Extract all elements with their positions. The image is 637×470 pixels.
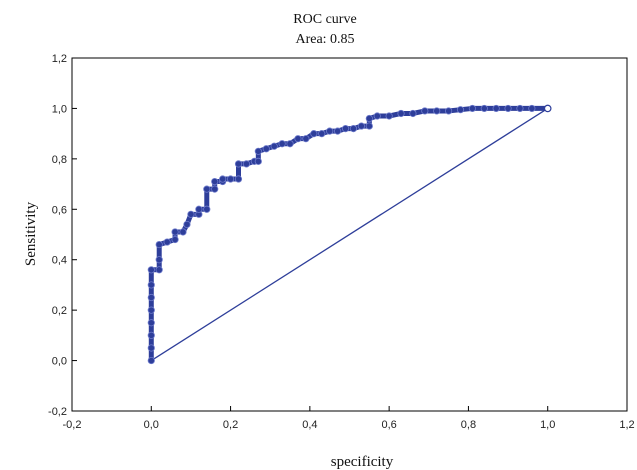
roc-data-point [148, 332, 154, 338]
roc-data-point [287, 141, 293, 147]
roc-data-point [148, 357, 154, 363]
roc-data-point [148, 282, 154, 288]
roc-data-point [148, 294, 154, 300]
roc-data-point [434, 108, 440, 114]
y-tick-label: 1,2 [52, 53, 67, 65]
roc-data-point [350, 125, 356, 131]
roc-data-point [164, 239, 170, 245]
x-tick-label: 0,2 [223, 419, 238, 431]
roc-data-point [279, 141, 285, 147]
roc-data-point [517, 105, 523, 111]
roc-data-point [255, 148, 261, 154]
roc-data-point [326, 128, 332, 134]
roc-data-point [196, 206, 202, 212]
roc-data-point [156, 257, 162, 263]
x-tick-label: 0,8 [461, 419, 476, 431]
roc-data-point [148, 320, 154, 326]
roc-data-point [374, 113, 380, 119]
y-tick-label: 0,2 [52, 305, 67, 317]
roc-data-point [235, 161, 241, 167]
roc-data-point [148, 345, 154, 351]
roc-data-point [303, 135, 309, 141]
roc-data-point [366, 115, 372, 121]
roc-data-point [204, 206, 210, 212]
roc-data-point [295, 135, 301, 141]
roc-data-point [219, 176, 225, 182]
y-tick-label: 1,0 [52, 103, 67, 115]
roc-data-point [212, 178, 218, 184]
roc-data-point [481, 105, 487, 111]
roc-data-point [204, 186, 210, 192]
x-axis: -0,2 0,0 0,2 0,4 0,6 0,8 1,0 1,2 [63, 406, 635, 431]
chart-subtitle: Area: 0.85 [295, 32, 354, 47]
x-tick-label: 0,6 [381, 419, 396, 431]
y-axis-label: Sensitivity [23, 201, 39, 266]
roc-data-point [212, 186, 218, 192]
roc-data-point [235, 176, 241, 182]
roc-data-point [227, 176, 233, 182]
roc-data-point [529, 105, 535, 111]
roc-data-point [188, 211, 194, 217]
roc-data-point [311, 130, 317, 136]
y-tick-label: 0,6 [52, 204, 67, 216]
roc-data-point [445, 108, 451, 114]
reference-diagonal-line [151, 108, 547, 360]
roc-data-point [457, 106, 463, 112]
x-tick-label: 1,2 [619, 419, 634, 431]
roc-data-point [342, 125, 348, 131]
roc-data-point [505, 105, 511, 111]
x-tick-label: -0,2 [63, 419, 82, 431]
roc-data-point [271, 143, 277, 149]
y-tick-label: 0,4 [52, 255, 67, 267]
roc-data-point [358, 123, 364, 129]
roc-data-point [172, 229, 178, 235]
roc-data-point [180, 229, 186, 235]
y-axis: -0,2 0,0 0,2 0,4 0,6 0,8 1,0 1,2 [48, 53, 77, 418]
roc-data-point [255, 158, 261, 164]
roc-data-point [156, 241, 162, 247]
x-axis-label: specificity [331, 454, 394, 470]
roc-data-point [156, 267, 162, 273]
x-tick-label: 0,4 [302, 419, 317, 431]
x-tick-label: 0,0 [144, 419, 159, 431]
roc-end-point [545, 105, 551, 111]
roc-data-point [398, 110, 404, 116]
roc-data-point [366, 123, 372, 129]
x-tick-label: 1,0 [540, 419, 555, 431]
roc-data-point [148, 307, 154, 313]
roc-data-point [334, 128, 340, 134]
roc-data-point [172, 236, 178, 242]
chart-title: ROC curve [293, 12, 356, 27]
roc-data-point [243, 161, 249, 167]
roc-data-point [469, 105, 475, 111]
roc-data-point [148, 267, 154, 273]
roc-data-point [410, 110, 416, 116]
y-tick-label: 0,0 [52, 356, 67, 368]
roc-data-point [493, 105, 499, 111]
series-layer [148, 105, 551, 364]
roc-data-point [386, 113, 392, 119]
roc-data-point [263, 146, 269, 152]
roc-data-point [184, 221, 190, 227]
y-tick-label: 0,8 [52, 154, 67, 166]
roc-data-point [422, 108, 428, 114]
y-tick-label: -0,2 [48, 406, 67, 418]
roc-data-point [319, 130, 325, 136]
